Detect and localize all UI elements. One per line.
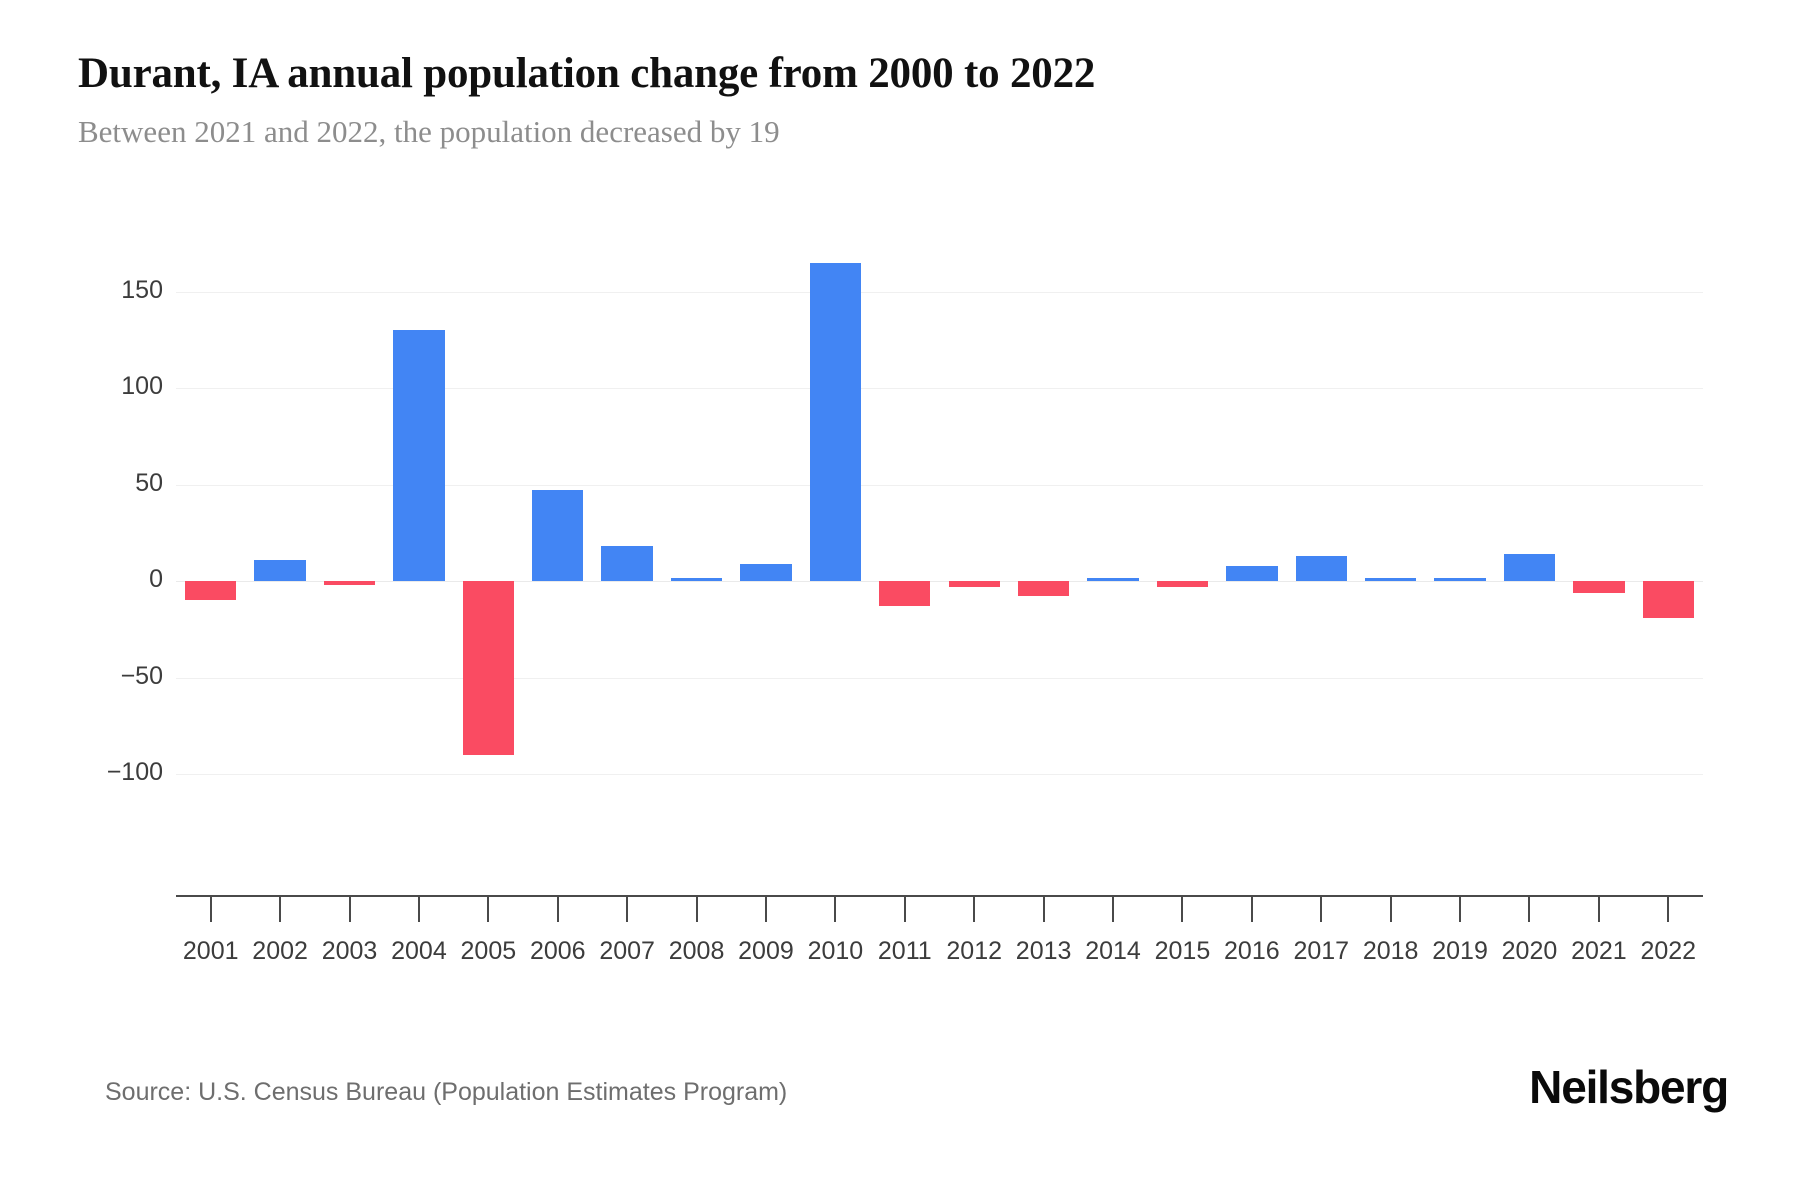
bar-2017[interactable] — [1295, 555, 1347, 581]
x-axis-tick — [487, 897, 490, 922]
x-axis-tick — [695, 897, 698, 922]
x-axis-line — [176, 895, 1703, 897]
bar-2005[interactable] — [462, 581, 515, 755]
y-axis-tick-label: −50 — [120, 661, 163, 690]
x-axis-tick-label: 2008 — [668, 937, 725, 965]
gridline — [176, 388, 1703, 389]
bar-2010[interactable] — [809, 262, 862, 581]
source-note: Source: U.S. Census Bureau (Population E… — [105, 1078, 788, 1106]
bar-2015[interactable] — [1156, 581, 1209, 587]
x-axis-tick-label: 2007 — [599, 937, 655, 965]
x-axis-tick-label: 2021 — [1571, 937, 1627, 965]
bar-2004[interactable] — [393, 330, 445, 581]
bar-2019[interactable] — [1434, 578, 1486, 581]
bar-2002[interactable] — [254, 559, 306, 581]
x-axis-tick — [556, 897, 559, 922]
x-axis-tick — [973, 897, 976, 922]
x-axis-tick-label: 2012 — [946, 937, 1003, 965]
x-axis-tick — [1667, 897, 1670, 922]
bar-2013[interactable] — [1017, 581, 1070, 597]
x-axis-tick — [1459, 897, 1462, 922]
bar-2011[interactable] — [879, 581, 931, 607]
x-axis-tick — [1528, 897, 1531, 922]
x-axis-tick-label: 2004 — [391, 937, 447, 965]
x-axis-tick-label: 2013 — [1015, 937, 1072, 965]
x-axis-tick-label: 2022 — [1640, 937, 1697, 965]
x-axis-tick-label: 2009 — [738, 937, 794, 965]
x-axis-tick-label: 2003 — [321, 937, 378, 965]
bar-2014[interactable] — [1087, 578, 1139, 581]
chart-subtitle: Between 2021 and 2022, the population de… — [78, 114, 780, 149]
bar-2001[interactable] — [185, 581, 237, 601]
page-title: Durant, IA annual population change from… — [78, 50, 1096, 97]
x-axis-tick — [834, 897, 837, 922]
gridline — [176, 484, 1703, 486]
brand-logo: Neilsberg — [1529, 1061, 1729, 1113]
x-axis-tick-label: 2005 — [460, 937, 517, 965]
zero-gridline — [176, 581, 1703, 582]
y-axis-tick-label: 0 — [149, 565, 163, 593]
x-axis-tick — [279, 897, 282, 922]
bar-2007[interactable] — [601, 546, 653, 581]
x-axis-tick-label: 2011 — [877, 937, 932, 965]
y-axis-tick-label: 100 — [121, 372, 163, 400]
x-axis-tick-label: 2016 — [1224, 937, 1280, 965]
x-axis-tick-label: 2017 — [1293, 937, 1350, 965]
bar-2016[interactable] — [1226, 565, 1278, 581]
x-axis-tick — [1320, 897, 1323, 922]
x-axis-tick-label: 2015 — [1154, 937, 1211, 965]
x-axis-tick-label: 2010 — [807, 937, 864, 965]
gridline — [176, 291, 1703, 293]
x-axis-tick-label: 2018 — [1362, 937, 1419, 965]
x-axis-tick — [1112, 897, 1115, 922]
x-axis-tick-label: 2001 — [182, 937, 239, 965]
y-axis-tick-label: 50 — [135, 468, 163, 497]
gridline — [176, 677, 1703, 679]
bar-2022[interactable] — [1642, 581, 1694, 618]
chart-header: Durant, IA annual population change from… — [78, 48, 1728, 152]
x-axis-tick — [626, 897, 629, 922]
bar-2018[interactable] — [1364, 578, 1417, 581]
x-axis-tick-label: 2019 — [1432, 937, 1488, 965]
x-axis-tick — [1597, 897, 1600, 922]
x-axis-tick — [1181, 897, 1184, 922]
bar-2008[interactable] — [670, 578, 723, 581]
bar-2020[interactable] — [1503, 553, 1556, 581]
x-axis-tick — [1250, 897, 1253, 922]
x-axis-tick — [903, 897, 906, 922]
x-axis-tick — [1042, 897, 1045, 922]
x-axis-tick — [417, 897, 420, 922]
x-axis-tick — [348, 897, 351, 922]
bar-2012[interactable] — [948, 581, 1000, 587]
bar-2021[interactable] — [1573, 581, 1625, 593]
x-axis-tick-label: 2020 — [1501, 937, 1558, 965]
y-axis-tick-label: −100 — [106, 758, 163, 786]
bar-2003[interactable] — [323, 581, 376, 585]
x-axis-tick — [209, 897, 212, 922]
bar-2006[interactable] — [532, 490, 584, 581]
x-axis-tick-label: 2006 — [529, 937, 586, 965]
bar-2009[interactable] — [740, 563, 792, 581]
gridline — [176, 774, 1703, 775]
x-axis-tick-label: 2014 — [1085, 937, 1141, 965]
y-axis-tick-label: 150 — [121, 275, 163, 304]
x-axis-tick — [1389, 897, 1392, 922]
x-axis-tick — [764, 897, 767, 922]
x-axis-tick-label: 2002 — [252, 937, 308, 965]
